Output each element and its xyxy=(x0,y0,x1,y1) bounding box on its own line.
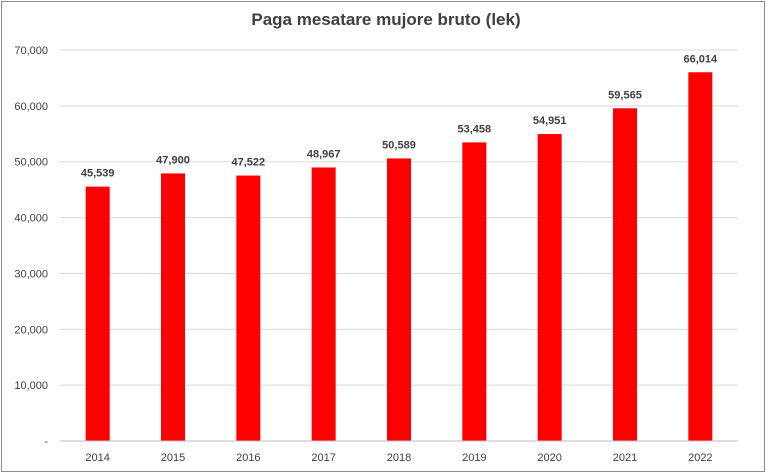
x-tick-label: 2015 xyxy=(161,452,185,464)
data-label: 66,014 xyxy=(684,53,719,65)
x-tick-label: 2018 xyxy=(387,452,411,464)
y-tick-label: 20,000 xyxy=(14,324,48,336)
x-tick-label: 2022 xyxy=(688,452,712,464)
bars xyxy=(85,72,713,442)
bar xyxy=(462,142,487,442)
data-label: 53,458 xyxy=(458,123,492,135)
x-tick-label: 2017 xyxy=(311,452,335,464)
y-tick-label: - xyxy=(44,436,48,448)
bar xyxy=(85,186,110,441)
y-tick-label: 10,000 xyxy=(14,380,48,392)
bar xyxy=(537,134,562,441)
x-tick-label: 2016 xyxy=(236,452,260,464)
bar xyxy=(236,175,261,442)
bar xyxy=(688,72,713,442)
y-tick-label: 30,000 xyxy=(14,268,48,280)
data-label: 45,539 xyxy=(81,168,115,180)
data-label: 50,589 xyxy=(382,139,416,151)
x-axis-ticks: 2014 2015 2016 2017 2018 2019 2020 2021 2022 xyxy=(85,452,712,464)
x-tick-label: 2020 xyxy=(537,452,561,464)
x-tick-label: 2021 xyxy=(613,452,637,464)
y-tick-label: 50,000 xyxy=(14,157,48,169)
data-label: 59,565 xyxy=(608,89,642,101)
data-label: 47,900 xyxy=(156,154,190,166)
bar xyxy=(613,108,637,441)
x-tick-label: 2014 xyxy=(85,452,109,464)
y-tick-label: 60,000 xyxy=(14,101,48,113)
data-label: 47,522 xyxy=(232,157,266,169)
bar xyxy=(311,167,336,442)
data-labels: 45,539 47,900 47,522 48,967 50,589 53,458 54,9… xyxy=(81,53,718,179)
bar xyxy=(161,173,185,442)
y-tick-label: 70,000 xyxy=(14,45,48,57)
data-label: 54,951 xyxy=(533,115,567,127)
y-axis-ticks: - 10,000 20,000 30,000 40,000 50,000 60,000 70,… xyxy=(14,45,48,448)
y-tick-label: 40,000 xyxy=(14,213,48,225)
data-label: 48,967 xyxy=(307,148,341,160)
bar xyxy=(387,158,411,441)
chart-title: Paga mesatare mujore bruto (lek) xyxy=(251,10,520,29)
x-tick-label: 2019 xyxy=(462,452,486,464)
